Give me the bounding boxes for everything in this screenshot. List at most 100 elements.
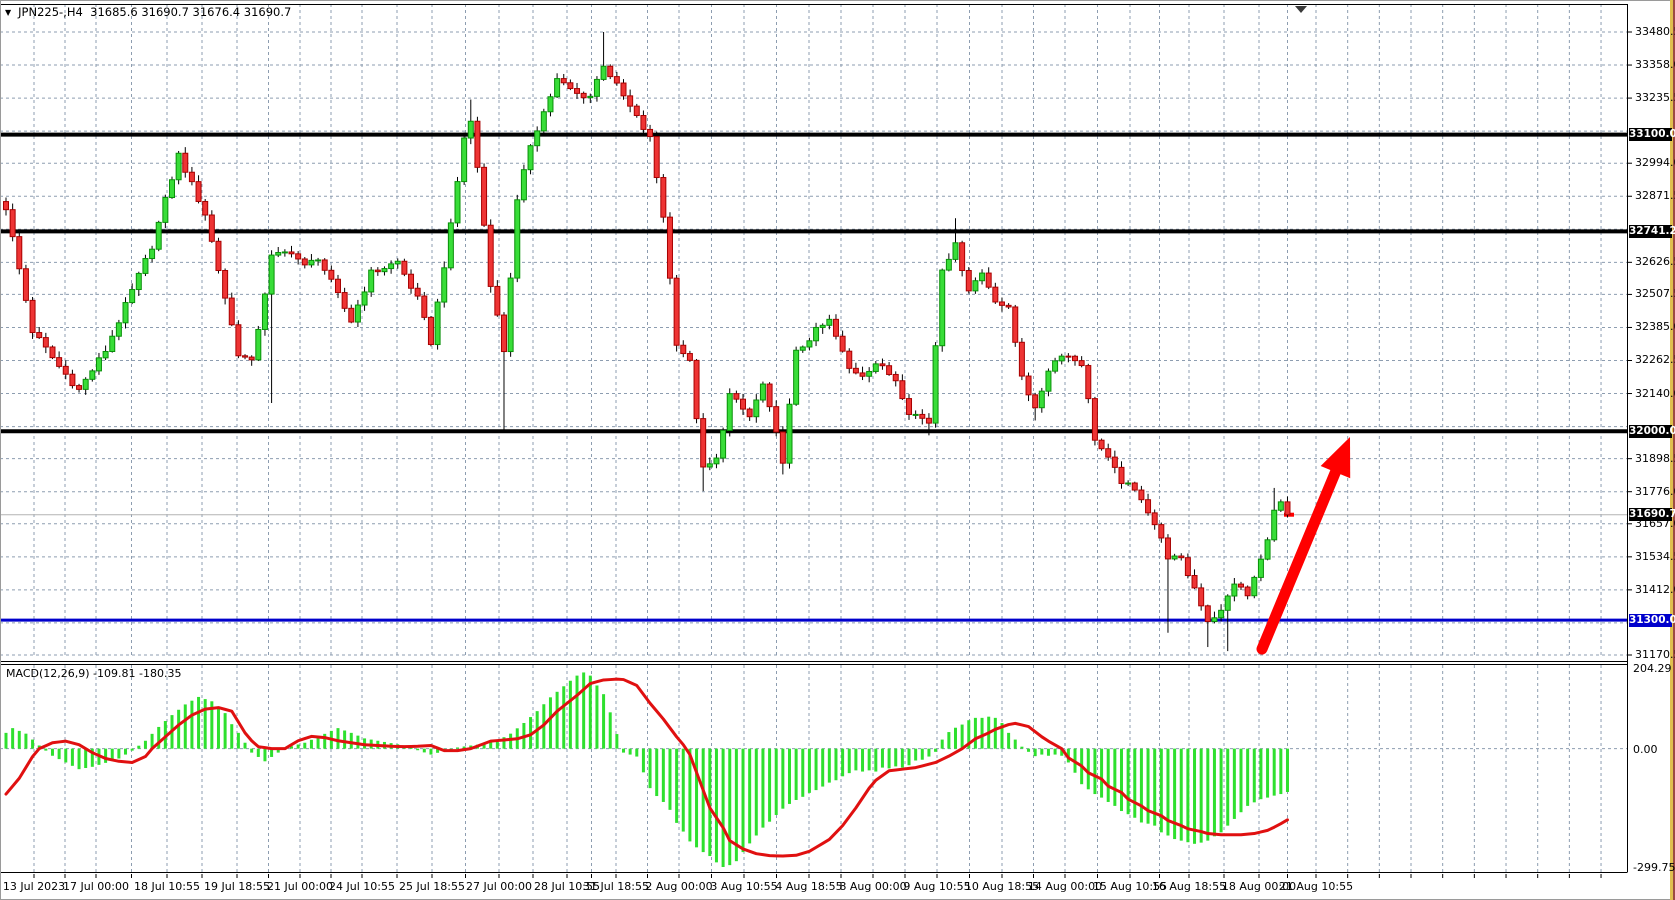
macd-histogram-bar [1252,748,1256,803]
macd-histogram-bar [1000,722,1004,749]
candle [633,105,640,117]
macd-histogram-bar [223,713,227,749]
ohlc-readout: 31685.6 31690.7 31676.4 31690.7 [90,5,292,19]
candle [740,398,747,410]
macd-histogram-bar [648,748,652,789]
date-label: 31 Jul 18:55 [583,880,649,893]
candle [182,152,189,173]
date-label: 8 Aug 00:00 [839,880,907,893]
macd-histogram-bar [641,748,645,773]
candle [102,350,109,359]
macd-histogram-bar [947,732,951,749]
macd-histogram-bar [794,748,798,800]
date-label: 9 Aug 10:55 [903,880,971,893]
macd-histogram-bar [1226,748,1230,826]
macd-histogram-bar [1126,748,1130,815]
candle [441,267,448,303]
trend-arrow-head[interactable] [1320,437,1351,479]
trend-arrow-shaft[interactable] [1256,461,1344,655]
macd-histogram-bar [336,728,340,749]
candle [826,318,833,326]
candle [155,221,162,250]
macd-histogram-bar [887,748,891,769]
candle [261,293,268,330]
chart-shift-marker[interactable] [1295,6,1307,13]
candle [600,65,607,80]
candle [42,337,49,348]
macd-histogram-bar [1053,748,1057,755]
candle [447,222,454,269]
candle [1091,398,1098,441]
candle [1018,341,1025,377]
candle [666,216,673,279]
price-tick-label: 31412.0 [1635,582,1675,596]
candle [593,78,600,97]
candle [507,277,514,353]
candle [899,380,906,400]
candle [1178,555,1185,559]
candle [779,431,786,464]
macd-histogram-bar [1259,748,1263,800]
candle [819,324,826,328]
macd-histogram-bar [130,748,134,751]
symbol-dropdown-icon[interactable]: ▼ [5,8,12,17]
macd-histogram-bar [296,744,300,749]
candle [965,269,972,292]
candle [1085,365,1092,400]
candle [1231,583,1238,597]
macd-histogram-bar [880,748,884,768]
candle [1244,586,1251,597]
candle [354,304,361,323]
candle [474,120,481,168]
macd-histogram-bar [1040,748,1044,755]
macd-histogram-bar [847,748,851,774]
macd-histogram-bar [11,728,15,749]
macd-histogram-bar [31,739,35,749]
macd-histogram-bar [655,748,659,797]
candle [202,200,209,216]
candle [932,345,939,424]
macd-histogram-bar [628,748,632,755]
candle [500,314,507,353]
price-tick-label: 31898.5 [1635,451,1675,465]
macd-histogram-bar [821,748,825,787]
candle [1284,501,1291,516]
macd-histogram-bar [270,748,274,757]
macd-histogram-bar [1060,748,1064,756]
candle [640,115,647,130]
candle [919,413,926,419]
candle [49,346,56,359]
macd-histogram-bar [1020,746,1024,749]
price-tick-label: 31776.0 [1635,484,1675,498]
macd-histogram-bar [967,720,971,749]
candle [22,268,29,301]
candle [992,286,999,303]
macd-histogram-bar [529,717,533,749]
candle [1204,605,1211,623]
candle [859,372,866,377]
macd-histogram-bar [940,739,944,749]
macd-histogram-bar [801,748,805,797]
macd-histogram-bar [143,740,147,749]
candle [16,236,23,270]
macd-histogram-bar [861,748,865,772]
macd-histogram-bar [741,748,745,853]
candle [514,199,521,279]
macd-histogram-bar [1106,748,1110,802]
macd-histogram-bar [104,748,108,763]
candle [408,273,415,289]
candle [1098,439,1105,450]
macd-histogram-bar [701,748,705,853]
macd-histogram-bar [1113,748,1117,806]
candle [36,332,43,339]
candle [554,78,561,98]
candle [1251,576,1258,597]
candle [1271,509,1278,541]
macd-histogram-bar [203,699,207,749]
macd-histogram-bar [1179,748,1183,841]
macd-histogram-bar [290,746,294,749]
candle [886,365,893,375]
price-tick-label: 32140.0 [1635,386,1675,400]
date-label: 18 Aug 00:00 [1221,880,1297,893]
candle [414,287,421,297]
